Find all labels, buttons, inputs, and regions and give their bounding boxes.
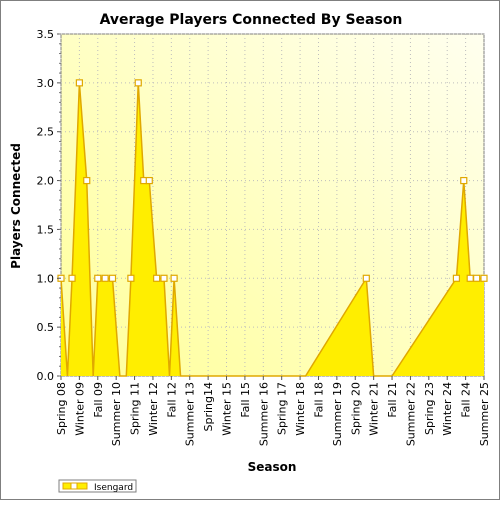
axes: 0.0 0.5 1.0 1.5 2.0 2.5 3.0 3.5 Spring 08 Winter … [37,28,492,446]
x-tick-label: Spring 08 [55,382,68,435]
x-tick-label: Spring 11 [129,382,142,435]
y-tick-label: 0.0 [37,370,55,383]
legend: Isengard [58,479,137,493]
x-tick-label: Summer 25 [478,382,491,446]
area-layer [57,79,488,377]
y-tick-label: 3.0 [37,77,55,90]
x-tick-label: Spring14 [202,382,215,432]
data-point [83,176,91,185]
y-tick-label: 1.0 [37,272,55,285]
y-axis-label: Players Connected [9,143,23,269]
data-point [160,274,168,282]
x-axis-label: Season [248,460,297,474]
x-tick-label: Summer 10 [110,382,123,446]
data-point [452,274,461,282]
y-tick-label: 0.5 [37,321,55,334]
x-tick-label: Winter 21 [368,382,381,436]
x-tick-label: Fall 15 [239,382,252,418]
data-point [145,176,153,185]
x-tick-label: Summer 19 [331,382,344,446]
legend-marker [70,482,78,490]
x-tick-label: Winter 15 [221,382,234,436]
y-tick-label: 3.5 [37,28,55,41]
x-tick-label: Fall 21 [386,382,399,418]
x-tick-label: Summer 22 [404,382,417,446]
data-point [134,79,142,87]
y-tick-label: 2.0 [37,175,55,188]
data-point [68,274,76,282]
x-tick-label: Summer 13 [184,382,197,446]
x-tick-label: Fall 24 [460,382,473,418]
legend-label: Isengard [94,483,133,493]
data-point [466,274,474,282]
x-tick-label: Spring 20 [349,382,362,435]
data-point [75,79,83,87]
plot-area [60,33,485,377]
data-point [473,274,481,282]
y-tick-label: 2.5 [37,126,55,139]
x-tick-label: Winter 12 [147,382,160,436]
x-tick-label: Spring 23 [423,382,436,435]
data-point [127,274,135,282]
series-area [61,82,484,376]
x-tick-label: Fall 18 [312,382,325,418]
data-point [460,176,468,185]
x-tick-label: Winter 18 [294,382,307,436]
y-tick-label: 1.5 [37,223,55,236]
data-point [170,274,178,282]
x-tick-label: Fall 12 [165,382,178,418]
x-tick-label: Winter 24 [441,382,454,436]
x-tick-label: Winter 09 [73,382,86,436]
x-tick-label: Spring 17 [276,382,289,435]
data-point [101,274,109,282]
chart-title: Average Players Connected By Season [100,12,403,28]
x-tick-label: Fall 09 [92,382,105,418]
data-point [108,274,117,282]
data-point [362,274,370,282]
data-point [94,274,102,282]
data-point [480,274,488,282]
data-point [153,274,161,282]
x-tick-label: Summer 16 [257,382,270,446]
